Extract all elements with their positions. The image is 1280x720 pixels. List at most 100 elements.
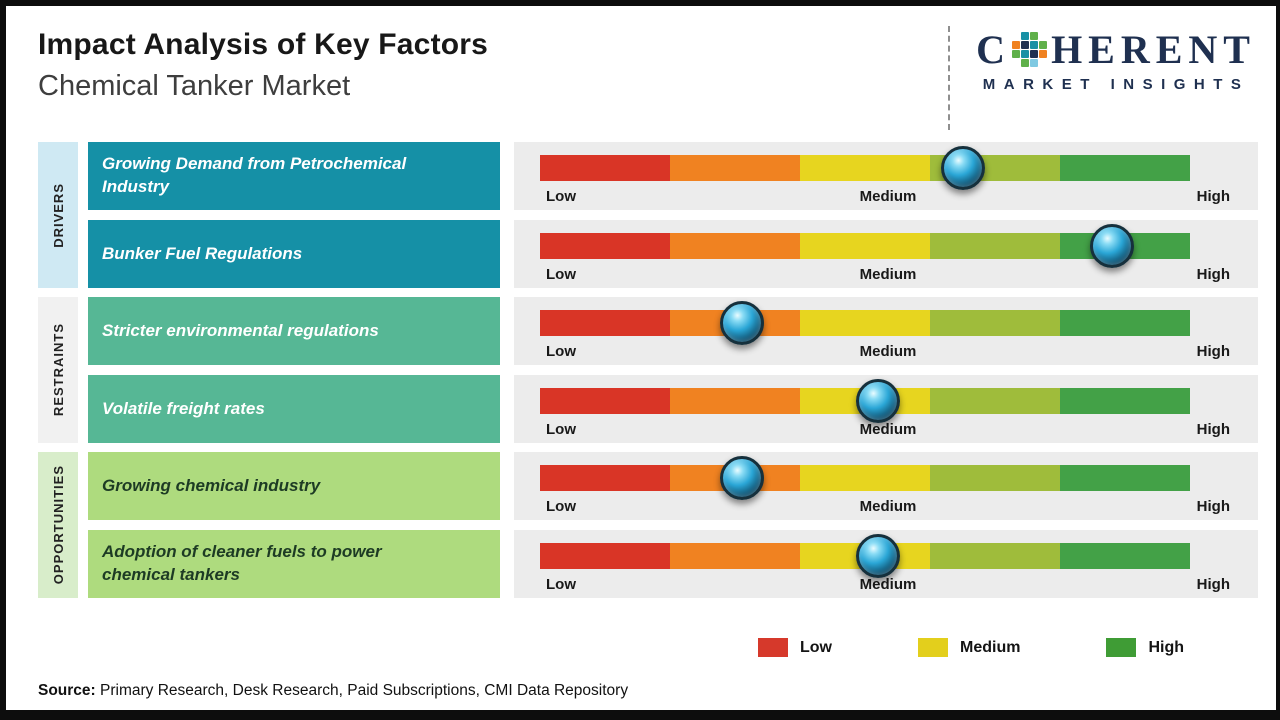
- scale-label-medium: Medium: [859, 266, 917, 283]
- legend-label-low: Low: [800, 638, 832, 656]
- factor-row: Stricter environmental regulations: [88, 297, 1258, 365]
- impact-scale-bar: [540, 301, 1190, 345]
- impact-marker: [856, 534, 900, 578]
- impact-bar-panel: Low Medium High: [514, 220, 1258, 288]
- brand-logo: C HERENT MARKET INSIGHTS: [948, 18, 1256, 130]
- impact-scale-bar: [540, 379, 1190, 423]
- legend-item-high: High: [1106, 638, 1184, 657]
- group-drivers: DRIVERS Growing Demand from Petrochemica…: [38, 142, 1258, 288]
- legend-item-medium: Medium: [918, 638, 1020, 657]
- bar-segment-high: [1060, 465, 1190, 491]
- bar-segment-low: [540, 310, 670, 336]
- scale-label-low: Low: [546, 188, 576, 205]
- bar-segment-high: [1060, 388, 1190, 414]
- factor-row: Volatile freight rates Low: [88, 375, 1258, 443]
- legend-label-high: High: [1148, 638, 1184, 656]
- bar-segment-low: [540, 155, 670, 181]
- category-label: DRIVERS: [50, 182, 66, 248]
- category-strip-opportunities: OPPORTUNITIES: [38, 452, 78, 598]
- scale-labels: Low Medium High: [540, 266, 1232, 283]
- bar-segment-high: [1060, 543, 1190, 569]
- category-strip-restraints: RESTRAINTS: [38, 297, 78, 443]
- bar-segment-mid-high: [930, 233, 1060, 259]
- bar-segment-mid-high: [930, 543, 1060, 569]
- bar-segment-mid-high: [930, 388, 1060, 414]
- factor-row: Adoption of cleaner fuels to power chemi…: [88, 530, 1258, 598]
- logo-divider: [948, 26, 951, 130]
- group-opportunities: OPPORTUNITIES Growing chemical industry: [38, 452, 1258, 598]
- impact-marker: [719, 456, 764, 500]
- bar-segment-medium: [800, 310, 930, 336]
- factor-label-box: Adoption of cleaner fuels to power chemi…: [88, 530, 500, 598]
- bar-segment-high: [1060, 155, 1190, 181]
- impact-scale-bar: [540, 456, 1190, 500]
- group-rows: Growing chemical industry Low: [88, 452, 1258, 598]
- factor-label: Bunker Fuel Regulations: [102, 243, 303, 263]
- scale-label-low: Low: [546, 498, 576, 515]
- factor-label: Volatile freight rates: [102, 398, 265, 418]
- factor-label-box: Bunker Fuel Regulations: [88, 220, 500, 288]
- scale-labels: Low Medium High: [540, 188, 1232, 205]
- bar-segment-low: [540, 233, 670, 259]
- bar-segment-medium: [800, 465, 930, 491]
- group-rows: Stricter environmental regulations: [88, 297, 1258, 443]
- impact-marker: [719, 301, 764, 345]
- factor-row: Bunker Fuel Regulations Low: [88, 220, 1258, 288]
- coherent-logo: C HERENT MARKET INSIGHTS: [976, 18, 1256, 93]
- impact-bar-panel: Low Medium High: [514, 142, 1258, 210]
- scale-label-low: Low: [546, 576, 576, 593]
- source-prefix: Source:: [38, 682, 96, 699]
- legend-swatch-high: [1106, 638, 1137, 657]
- bar-segment-low-mid: [670, 233, 800, 259]
- scale-label-low: Low: [546, 343, 576, 360]
- impact-scale-bar: [540, 146, 1190, 190]
- legend-swatch-low: [758, 638, 788, 657]
- logo-letters-rest: HERENT: [1051, 27, 1256, 72]
- factor-label: Stricter environmental regulations: [102, 320, 379, 340]
- legend-item-low: Low: [758, 638, 832, 657]
- bar-segment-low: [540, 388, 670, 414]
- bar-segment-medium: [800, 155, 930, 181]
- source-line: Source: Primary Research, Desk Research,…: [38, 682, 628, 700]
- factor-row: Growing Demand from Petrochemical Indust…: [88, 142, 1258, 210]
- factor-label-box: Stricter environmental regulations: [88, 297, 500, 365]
- bar-segment-low-mid: [670, 543, 800, 569]
- logo-tagline: MARKET INSIGHTS: [982, 76, 1250, 93]
- scale-labels: Low Medium High: [540, 498, 1232, 515]
- factor-label-box: Growing chemical industry: [88, 452, 500, 520]
- source-text: Primary Research, Desk Research, Paid Su…: [95, 682, 629, 699]
- scale-labels: Low Medium High: [540, 421, 1232, 438]
- group-rows: Growing Demand from Petrochemical Indust…: [88, 142, 1258, 288]
- header: Impact Analysis of Key Factors Chemical …: [6, 6, 1276, 136]
- bar-segment-mid-high: [930, 310, 1060, 336]
- impact-scale-bar: [540, 224, 1190, 268]
- factor-row: Growing chemical industry Low: [88, 452, 1258, 520]
- page-subtitle: Chemical Tanker Market: [38, 70, 351, 102]
- category-label: RESTRAINTS: [50, 323, 66, 417]
- impact-bar-panel: Low Medium High: [514, 375, 1258, 443]
- legend-label-medium: Medium: [960, 638, 1021, 656]
- bar-segment-mid-high: [930, 465, 1060, 491]
- bar-segment-low-mid: [670, 388, 800, 414]
- scale-label-high: High: [1196, 343, 1230, 360]
- legend: Low Medium High: [6, 638, 1184, 657]
- scale-label-high: High: [1196, 498, 1230, 515]
- page-title: Impact Analysis of Key Factors: [38, 28, 489, 61]
- bar-segment-high: [1060, 310, 1190, 336]
- scale-label-high: High: [1196, 576, 1230, 593]
- factor-label: Growing chemical industry: [102, 475, 321, 495]
- impact-scale-bar: [540, 534, 1190, 578]
- scale-label-medium: Medium: [859, 576, 917, 593]
- impact-bar-panel: Low Medium High: [514, 297, 1258, 365]
- factor-label: Growing Demand from Petrochemical Indust…: [102, 154, 407, 196]
- bar-segment-medium: [800, 233, 930, 259]
- factor-label-box: Volatile freight rates: [88, 375, 500, 443]
- category-label: OPPORTUNITIES: [50, 465, 66, 585]
- scale-label-low: Low: [546, 266, 576, 283]
- scale-label-medium: Medium: [859, 188, 917, 205]
- factor-label: Adoption of cleaner fuels to power chemi…: [102, 542, 382, 584]
- scale-label-medium: Medium: [859, 498, 917, 515]
- impact-marker: [940, 146, 985, 190]
- bar-segment-low-mid: [670, 155, 800, 181]
